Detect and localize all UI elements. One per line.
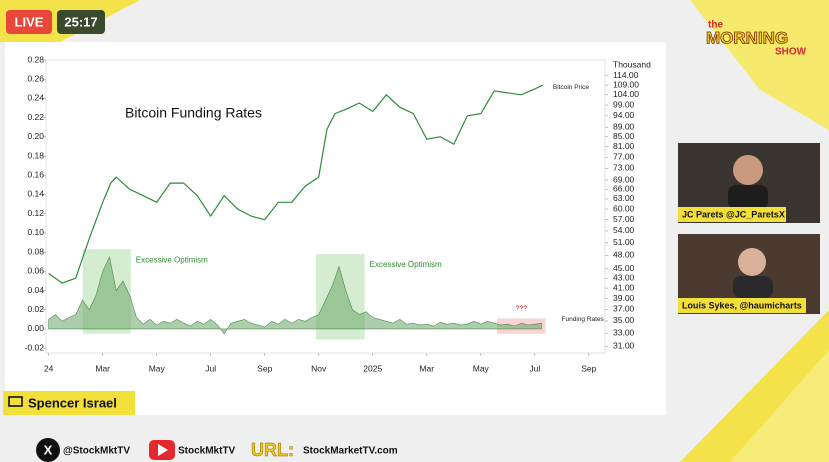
annotation: Excessive Optimism <box>136 255 208 264</box>
y2-tick-label: 60.00 <box>613 203 635 213</box>
y2-label: Thousand <box>613 59 651 69</box>
plot-frame <box>45 59 606 354</box>
caption-bar <box>678 207 786 222</box>
live-text: LIVE <box>15 14 44 29</box>
y2-tick-label: 66.00 <box>613 184 635 194</box>
y-tick-label: 0.16 <box>27 170 44 180</box>
y2-tick-label: 114.00 <box>613 70 639 80</box>
x-tick-label: May <box>473 363 490 373</box>
x-tick-label: Mar <box>419 363 434 373</box>
x-tick-label: Mar <box>95 363 110 373</box>
chart-panel <box>5 42 666 415</box>
host-name: Spencer Israel <box>28 395 117 410</box>
y2-tick-label: 51.00 <box>613 237 635 247</box>
person <box>733 276 773 298</box>
chart-title: Bitcoin Funding Rates <box>125 105 262 121</box>
y-tick-label: 0.00 <box>27 323 44 333</box>
y2-tick-label: 45.00 <box>613 263 635 273</box>
x-tick-label: Jul <box>205 363 216 373</box>
y-tick-label: 0.06 <box>27 266 44 276</box>
play <box>158 444 168 456</box>
legend-label: Bitcoin Price <box>553 84 590 91</box>
y2-tick-label: 37.00 <box>613 304 635 314</box>
y2-tick-label: 35.00 <box>613 315 635 325</box>
x-tick-label: Sep <box>581 363 596 373</box>
person <box>738 248 766 276</box>
url: StockMarketTV.com <box>303 446 398 457</box>
y-tick-label: 0.24 <box>27 93 44 103</box>
y-tick-label: 0.10 <box>27 227 44 237</box>
y2-tick-label: 69.00 <box>613 174 635 184</box>
y2-tick-label: 99.00 <box>613 99 635 109</box>
guest-name: JC Parets @JC_ParetsX <box>682 209 785 219</box>
y2-tick-label: 85.00 <box>613 131 635 141</box>
y-tick-label: 0.26 <box>27 73 44 83</box>
y-tick-label: -0.02 <box>25 342 45 352</box>
y2-tick-label: 31.00 <box>613 340 635 350</box>
y-tick-label: 0.20 <box>27 131 44 141</box>
y-tick-label: 0.28 <box>27 54 44 64</box>
person <box>728 185 768 210</box>
social-youtube: StockMktTV <box>178 446 236 457</box>
host-bar <box>3 391 135 415</box>
y2-tick-label: 89.00 <box>613 121 635 131</box>
guest-name: Louis Sykes, @haumicharts <box>682 300 802 310</box>
x-tick-label: May <box>149 363 166 373</box>
x-tick-label: Nov <box>311 363 327 373</box>
logo-morning: MORNING <box>706 28 788 47</box>
y2-tick-label: 77.00 <box>613 152 635 162</box>
annotation: ??? <box>515 305 527 312</box>
icon <box>8 396 23 407</box>
live-badge <box>6 10 52 34</box>
price-line <box>48 84 544 284</box>
y-tick-label: 0.08 <box>27 246 44 256</box>
y2-tick-label: 43.00 <box>613 272 635 282</box>
y-tick-label: 0.12 <box>27 208 44 218</box>
x-tick-label: Jul <box>529 363 540 373</box>
logo-the: the <box>708 20 723 31</box>
y-tick-label: 0.02 <box>27 304 44 314</box>
x-tick-label: Sep <box>257 363 272 373</box>
timer-box <box>57 10 105 34</box>
y-tick-label: 0.04 <box>27 285 44 295</box>
x-tick-label: 24 <box>44 363 54 373</box>
x-tick-label: 2025 <box>363 363 382 373</box>
y2-tick-label: 41.00 <box>613 282 635 292</box>
y2-tick-label: 48.00 <box>613 250 635 260</box>
y2-tick-label: 104.00 <box>613 89 639 99</box>
y2-tick-label: 73.00 <box>613 163 635 173</box>
y2-tick-label: 81.00 <box>613 141 635 151</box>
x-icon <box>36 438 60 462</box>
y2-tick-label: 33.00 <box>613 327 635 337</box>
x-glyph: X <box>44 442 53 457</box>
y2-tick-label: 94.00 <box>613 110 635 120</box>
url-label: URL: <box>251 440 294 460</box>
funding-area <box>48 255 542 335</box>
y2-tick-label: 57.00 <box>613 214 635 224</box>
stripe <box>730 350 829 462</box>
y2-tick-label: 54.00 <box>613 225 635 235</box>
legend-label: Funding Rates <box>562 316 605 323</box>
y2-tick-label: 39.00 <box>613 293 635 303</box>
y-tick-label: 0.18 <box>27 150 44 160</box>
y2-tick-label: 109.00 <box>613 79 639 89</box>
person <box>733 155 763 185</box>
y-tick-label: 0.14 <box>27 189 44 199</box>
timer: 25:17 <box>64 14 97 29</box>
social-x: @StockMktTV <box>63 446 130 457</box>
y2-tick-label: 63.00 <box>613 193 635 203</box>
stripe <box>690 0 829 130</box>
y-tick-label: 0.22 <box>27 112 44 122</box>
annotation: Excessive Optimism <box>370 260 442 269</box>
caption-bar <box>678 298 806 313</box>
logo-show: SHOW <box>775 47 807 58</box>
